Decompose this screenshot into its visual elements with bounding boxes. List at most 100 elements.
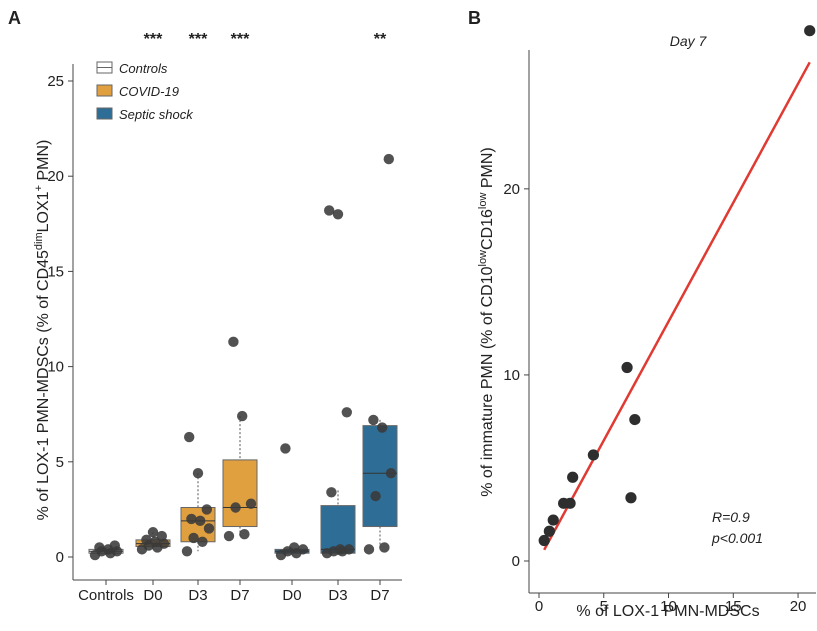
scatter-x-tick-label: 10 [660,598,677,615]
scatter-title: Day 7 [670,33,708,49]
data-point [181,546,193,557]
scatter-x-label: % of LOX-1 PMN-MDSCs [576,603,759,620]
data-point [186,513,197,525]
boxplot-y-tick-label: 25 [47,73,64,90]
scatter-point [547,514,559,526]
data-point [147,527,159,538]
scatter-x-ticks: 0 5 10 15 20 [535,593,807,615]
scatter-x-tick-label: 15 [725,598,742,615]
data-point [343,544,355,555]
data-point [230,502,241,513]
panel-a-label: A [8,8,21,28]
significance-markers: *** *** *** ** [144,31,387,48]
data-point [385,468,397,479]
data-point [192,468,204,479]
scatter-point [804,25,816,37]
data-point [188,532,199,544]
data-point [223,530,235,542]
data-point [368,414,379,426]
scatter-point [587,449,600,461]
data-point [332,209,344,220]
scatter-y-tick-label: 20 [503,181,520,198]
scatter-x-tick-label: 5 [600,598,608,615]
boxplot-x-tick-label: D3 [328,587,347,604]
data-point [335,544,346,555]
data-point [370,490,381,502]
scatter-y-tick-label: 10 [503,367,520,384]
data-point [280,443,291,454]
boxplot-x-tick-label: D0 [143,587,162,604]
boxplot-y-tick-label: 15 [47,263,64,280]
legend-label-controls: Controls [119,61,168,76]
boxplot-points [89,153,397,561]
boxplot-x-tick-label: D0 [282,587,301,604]
scatter-panel: Day 7 0 10 20 0 5 10 15 20 % of LOX-1 PMN-MDSC… [477,25,816,620]
data-point [239,528,250,540]
data-point [195,515,206,527]
significance-marker: ** [374,31,387,48]
legend-swatch-covid [96,84,113,97]
significance-marker: *** [231,31,250,48]
box-body [222,459,258,528]
panel-b-label: B [468,8,481,28]
data-point [377,422,388,433]
scatter-point [567,471,579,483]
boxplot-x-tick-label: Controls [78,587,134,604]
scatter-points [538,25,816,547]
legend-label-covid: COVID-19 [119,84,179,99]
regression-line [543,61,811,551]
significance-marker: *** [144,31,163,48]
legend-item-covid: COVID-19 [96,84,179,99]
legend-item-septic: Septic shock [96,107,194,122]
scatter-point [543,525,555,537]
data-point [197,536,208,547]
data-point [184,431,195,443]
boxplot-x-tick-label: D7 [370,587,389,604]
boxplot-y-label: % of LOX-1 PMN-MDSCs (% of CD45dimLOX1+ … [33,140,52,521]
data-point [245,498,257,509]
data-point [289,542,300,553]
data-point [379,542,390,553]
boxplot-y-tick-label: 0 [56,549,64,566]
scatter-point [621,361,633,374]
data-point [156,530,167,542]
data-point [94,542,105,553]
data-point [326,487,337,498]
legend-item-controls: Controls [96,61,168,76]
data-point [324,205,335,216]
legend: Controls COVID-19 Septic shock [96,61,194,122]
scatter-y-tick-label: 0 [512,553,520,570]
scatter-point [564,497,576,509]
correlation-annotation: R=0.9 [712,509,750,525]
legend-label-septic: Septic shock [119,107,194,122]
scatter-point [625,492,637,504]
data-point [363,544,375,555]
boxplot-y-ticks: 0 5 10 15 20 25 [47,73,73,566]
data-point [201,504,212,515]
boxplot-y-tick-label: 10 [47,359,64,376]
data-point [109,540,121,551]
significance-marker: *** [189,31,208,48]
data-point [341,407,352,418]
scatter-point [538,534,550,547]
data-point [203,523,215,534]
data-point [141,534,152,546]
data-point [228,336,239,348]
data-point [237,410,248,422]
pvalue-annotation: p<0.001 [711,530,763,546]
scatter-x-tick-label: 20 [790,598,807,615]
boxplot-x-tick-label: D3 [188,587,207,604]
legend-swatch-septic [96,107,113,120]
boxplot-y-tick-label: 20 [47,168,64,185]
scatter-point [629,413,641,426]
data-point [383,153,394,165]
boxplot-x-ticks: Controls D0 D3 D7 D0 D3 D7 [78,580,390,604]
scatter-y-label: % of immature PMN (% of CD10lowCD16low P… [477,147,496,497]
scatter-x-tick-label: 0 [535,598,543,615]
boxplot-x-tick-label: D7 [230,587,249,604]
scatter-y-ticks: 0 10 20 [503,181,529,570]
data-point [297,544,309,555]
